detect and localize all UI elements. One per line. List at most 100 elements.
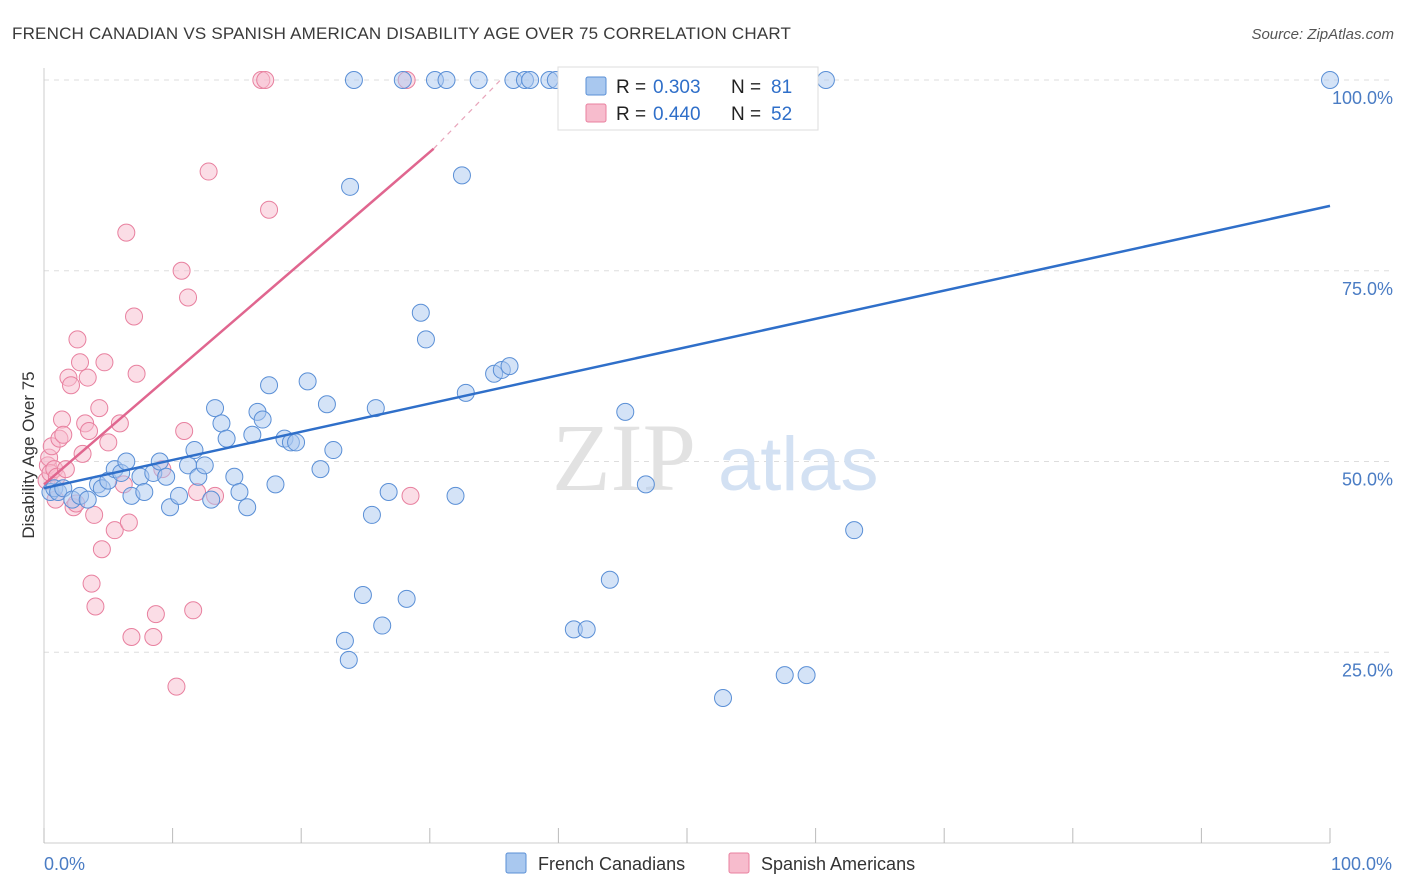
legend-r-value-2: 0.440 — [653, 104, 701, 125]
data-point-french-canadian — [469, 71, 488, 89]
data-point-french-canadian — [260, 376, 279, 395]
data-point-french-canadian — [797, 666, 816, 685]
data-point-spanish-american — [73, 444, 92, 463]
data-point-spanish-american — [172, 261, 191, 280]
data-point-french-canadian — [379, 483, 398, 502]
gridlines — [44, 79, 1392, 653]
x-tick-label-min: 0.0% — [44, 854, 85, 874]
data-point-spanish-american — [99, 433, 118, 452]
french-canadians-points — [41, 71, 1339, 708]
legend-swatch-blue — [585, 76, 607, 96]
data-point-french-canadian — [206, 399, 225, 418]
data-point-french-canadian — [353, 586, 372, 605]
data-point-spanish-american — [92, 540, 111, 559]
data-point-spanish-american — [199, 162, 218, 181]
y-tick-label: 75.0% — [1342, 279, 1393, 299]
data-point-spanish-american — [85, 505, 104, 524]
data-point-spanish-american — [105, 521, 124, 540]
data-point-french-canadian — [135, 483, 154, 502]
data-point-french-canadian — [411, 303, 430, 322]
data-point-french-canadian — [78, 490, 97, 509]
series-legend: French Canadians Spanish Americans — [505, 852, 915, 874]
data-point-spanish-american — [127, 364, 146, 383]
data-point-spanish-american — [110, 414, 129, 433]
series-legend-swatch-blue — [505, 852, 527, 874]
data-point-french-canadian — [521, 71, 540, 89]
data-point-french-canadian — [339, 650, 358, 669]
x-axis-ticks — [43, 828, 1331, 843]
data-point-spanish-american — [117, 223, 136, 242]
data-point-spanish-american — [175, 421, 194, 440]
data-point-french-canadian — [287, 433, 306, 452]
data-point-spanish-american — [146, 605, 165, 624]
data-point-spanish-american — [167, 677, 186, 696]
series-legend-label-french-canadians: French Canadians — [538, 854, 685, 874]
data-point-french-canadian — [253, 410, 272, 429]
data-point-french-canadian — [230, 483, 249, 502]
trend-lines — [43, 79, 1331, 490]
data-point-french-canadian — [500, 357, 519, 376]
data-point-french-canadian — [816, 71, 835, 89]
legend-r-label-1: R = — [616, 77, 646, 98]
data-point-spanish-american — [53, 410, 72, 429]
data-point-spanish-american — [401, 486, 420, 505]
data-point-spanish-american — [56, 460, 75, 479]
data-point-french-canadian — [373, 616, 392, 635]
data-point-spanish-american — [260, 200, 279, 219]
legend-r-value-1: 0.303 — [653, 77, 701, 98]
data-point-french-canadian — [456, 383, 475, 402]
data-point-spanish-american — [80, 421, 99, 440]
data-point-spanish-american — [54, 425, 73, 444]
legend-r-label-2: R = — [616, 104, 646, 125]
data-point-french-canadian — [298, 372, 317, 391]
data-point-french-canadian — [600, 570, 619, 589]
data-point-french-canadian — [775, 666, 794, 685]
data-point-spanish-american — [90, 399, 109, 418]
data-point-spanish-american — [62, 376, 81, 395]
data-point-french-canadian — [195, 456, 214, 475]
data-point-spanish-american — [184, 601, 203, 620]
series-legend-label-spanish-americans: Spanish Americans — [761, 854, 915, 874]
data-point-french-canadian — [344, 71, 363, 89]
data-point-french-canadian — [845, 521, 864, 540]
data-point-spanish-american — [144, 627, 163, 646]
data-point-french-canadian — [157, 467, 176, 486]
data-point-french-canadian — [217, 429, 236, 448]
data-point-french-canadian — [446, 486, 465, 505]
stats-legend: R = 0.303 N = 81 R = 0.440 N = 52 — [557, 66, 819, 131]
data-point-french-canadian — [212, 414, 231, 433]
y-tick-label: 100.0% — [1332, 88, 1393, 108]
chart-source: Source: ZipAtlas.com — [1251, 26, 1394, 43]
data-point-french-canadian — [452, 166, 471, 185]
data-point-french-canadian — [202, 490, 221, 509]
data-point-french-canadian — [416, 330, 435, 349]
legend-n-value-2: 52 — [771, 104, 792, 125]
legend-n-label-2: N = — [731, 104, 761, 125]
data-point-spanish-american — [71, 353, 90, 372]
legend-swatch-pink — [585, 103, 607, 123]
data-point-french-canadian — [311, 460, 330, 479]
data-point-french-canadian — [335, 631, 354, 650]
data-point-spanish-american — [95, 353, 114, 372]
x-tick-label-max: 100.0% — [1331, 854, 1392, 874]
data-point-spanish-american — [82, 574, 101, 593]
data-point-french-canadian — [577, 620, 596, 639]
data-point-spanish-american — [256, 71, 275, 89]
legend-n-label-1: N = — [731, 77, 761, 98]
data-point-french-canadian — [616, 402, 635, 421]
watermark-zip: ZIP — [552, 404, 696, 511]
data-point-spanish-american — [122, 627, 141, 646]
data-point-french-canadian — [393, 71, 412, 89]
data-point-french-canadian — [225, 467, 244, 486]
data-point-french-canadian — [714, 689, 733, 708]
y-tick-label: 25.0% — [1342, 660, 1393, 680]
data-point-french-canadian — [636, 475, 655, 494]
data-point-spanish-american — [125, 307, 144, 326]
watermark-atlas: atlas — [718, 422, 879, 507]
y-tick-label: 50.0% — [1342, 470, 1393, 490]
trendline-spanish-americans-extension — [433, 79, 501, 150]
series-legend-swatch-pink — [728, 852, 750, 874]
y-axis-label: Disability Age Over 75 — [19, 371, 38, 538]
data-point-spanish-american — [78, 368, 97, 387]
